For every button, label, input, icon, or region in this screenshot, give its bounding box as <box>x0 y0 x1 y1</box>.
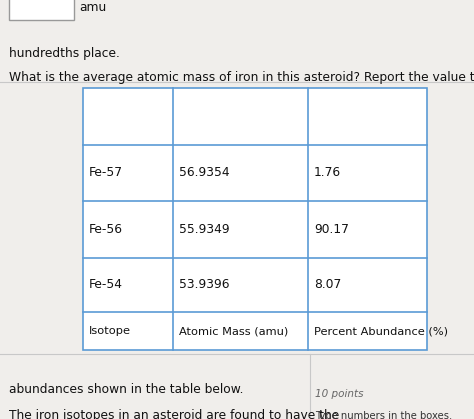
Bar <box>83 88 427 350</box>
Text: 53.9396: 53.9396 <box>179 278 229 292</box>
Bar <box>83 88 427 350</box>
Text: Fe-56: Fe-56 <box>89 223 123 236</box>
Text: Isotope: Isotope <box>89 326 131 336</box>
Text: 55.9349: 55.9349 <box>179 223 229 236</box>
Text: What is the average atomic mass of iron in this asteroid? Report the value to th: What is the average atomic mass of iron … <box>9 71 474 84</box>
Text: 90.17: 90.17 <box>314 223 349 236</box>
Text: 10 points: 10 points <box>315 389 364 399</box>
Text: abundances shown in the table below.: abundances shown in the table below. <box>9 383 243 396</box>
Text: Percent Abundance (%): Percent Abundance (%) <box>314 326 448 336</box>
Text: The iron isotopes in an asteroid are found to have the: The iron isotopes in an asteroid are fou… <box>9 409 339 419</box>
Text: 56.9354: 56.9354 <box>179 166 229 179</box>
Text: Atomic Mass (amu): Atomic Mass (amu) <box>179 326 288 336</box>
Text: 1.76: 1.76 <box>314 166 341 179</box>
Text: hundredths place.: hundredths place. <box>9 47 119 60</box>
Text: Fe-57: Fe-57 <box>89 166 123 179</box>
Text: Fe-54: Fe-54 <box>89 278 123 292</box>
Text: 8.07: 8.07 <box>314 278 341 292</box>
Text: Type numbers in the boxes.: Type numbers in the boxes. <box>315 411 453 419</box>
Text: amu: amu <box>80 1 107 14</box>
Bar <box>9 0 74 20</box>
